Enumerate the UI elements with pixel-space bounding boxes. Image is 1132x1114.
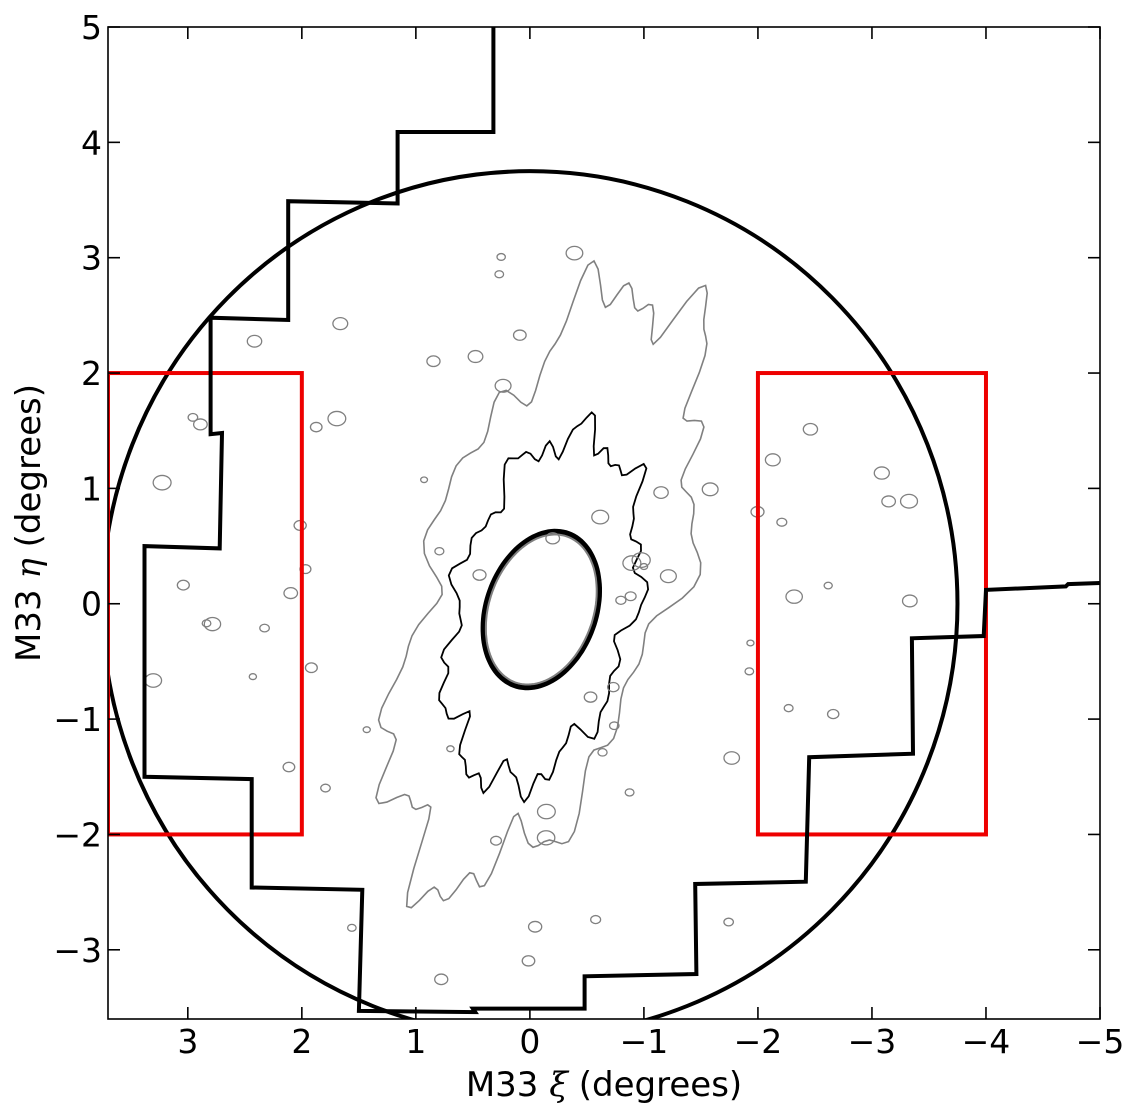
contour-island	[823, 581, 833, 590]
contour-island	[590, 914, 602, 925]
field-east-box	[108, 371, 304, 837]
contour-island	[881, 495, 897, 508]
contour-island	[583, 691, 598, 703]
contour-island	[723, 751, 741, 765]
contour-island	[545, 532, 561, 545]
contour-island	[304, 662, 318, 674]
x-tick-label: 3	[177, 1022, 198, 1061]
tick-layer: 3 2 1 0 −1 −2 −3 −4 −5 −3 −2 −1 0 1 2 3 4 5	[53, 8, 1124, 1061]
contour-island	[527, 920, 543, 933]
contour-island	[248, 673, 258, 681]
y-tick-label: 0	[81, 585, 102, 624]
contour-island	[494, 378, 512, 393]
contour-island	[653, 486, 669, 499]
x-tick-label: −4	[962, 1022, 1011, 1061]
contour-island	[201, 619, 212, 628]
contour-island	[472, 569, 487, 581]
contour-island	[494, 270, 505, 279]
contour-island	[144, 673, 163, 688]
contour-island	[624, 788, 635, 797]
contour-island	[659, 569, 677, 584]
x-tick-label: 2	[291, 1022, 312, 1061]
contour-island	[901, 594, 918, 608]
contour-core-inner	[484, 533, 598, 686]
contour-island	[176, 579, 190, 591]
contour-island	[434, 546, 445, 556]
y-tick-label: 1	[81, 469, 102, 508]
y-tick-label: 2	[81, 354, 102, 393]
contour-island	[826, 708, 840, 720]
x-tick-label: −3	[848, 1022, 897, 1061]
y-tick-label: 5	[81, 8, 102, 47]
contour-island	[327, 410, 347, 427]
contour-island	[246, 334, 263, 348]
x-tick-label: −5	[1076, 1022, 1125, 1061]
contour-island	[489, 835, 503, 846]
plot-data-layer	[108, 27, 1100, 1019]
contour-island	[624, 591, 637, 602]
contour-island	[565, 245, 584, 261]
contour-island	[608, 721, 620, 731]
contour-island	[606, 681, 620, 693]
contour-outer	[375, 259, 709, 909]
contour-island	[536, 830, 556, 846]
footprint-line	[142, 27, 1100, 1015]
contour-island	[776, 517, 788, 527]
contour-island	[203, 616, 222, 632]
y-tick-label: −3	[53, 931, 102, 970]
contour-core-outer	[480, 528, 602, 691]
plot-frame	[107, 26, 1101, 1020]
contour-island	[446, 745, 455, 753]
contour-island	[362, 726, 371, 734]
x-tick-label: 1	[405, 1022, 426, 1061]
y-tick-label: −1	[53, 700, 102, 739]
contour-island	[426, 355, 441, 368]
contour-island	[434, 973, 449, 986]
contour-island	[783, 703, 794, 713]
contour-island	[467, 349, 484, 364]
y-tick-label: 3	[81, 239, 102, 278]
contour-island	[723, 917, 735, 927]
contour-island	[496, 252, 506, 261]
contour-island	[597, 747, 608, 757]
x-tick-label: −2	[734, 1022, 783, 1061]
contour-island	[591, 509, 610, 525]
contour-island	[615, 595, 627, 605]
contour-island	[744, 667, 755, 676]
contour-island	[631, 552, 651, 569]
contour-island	[283, 586, 299, 600]
contour-island	[802, 422, 819, 436]
contour-island	[785, 589, 804, 604]
contour-island	[320, 783, 331, 793]
contour-island	[701, 482, 719, 497]
contour-island	[873, 466, 890, 480]
contour-island	[282, 761, 296, 773]
x-tick-label: −1	[620, 1022, 669, 1061]
contour-island	[309, 421, 323, 433]
contour-island	[764, 453, 781, 467]
contour-island	[192, 418, 208, 431]
contour-island	[332, 316, 349, 331]
contour-mid	[438, 411, 650, 804]
contour-island	[512, 329, 527, 341]
survey-circle	[108, 169, 960, 1019]
contour-island	[899, 493, 919, 509]
contour-island	[346, 923, 357, 932]
contour-island	[746, 639, 755, 647]
x-axis-label: M33 ξ (degrees)	[466, 1065, 742, 1105]
contour-island	[420, 476, 429, 484]
contour-islands	[144, 245, 919, 986]
contour-island	[259, 623, 270, 633]
y-tick-label: 4	[81, 123, 102, 162]
contour-island	[152, 474, 172, 491]
contour-island	[536, 803, 556, 820]
contour-island	[187, 412, 199, 422]
x-tick-label: 0	[519, 1022, 540, 1061]
y-tick-label: −2	[53, 815, 102, 854]
contour-island	[622, 555, 642, 571]
contour-island	[521, 955, 536, 967]
y-axis-label: M33 η (degrees)	[9, 384, 49, 662]
